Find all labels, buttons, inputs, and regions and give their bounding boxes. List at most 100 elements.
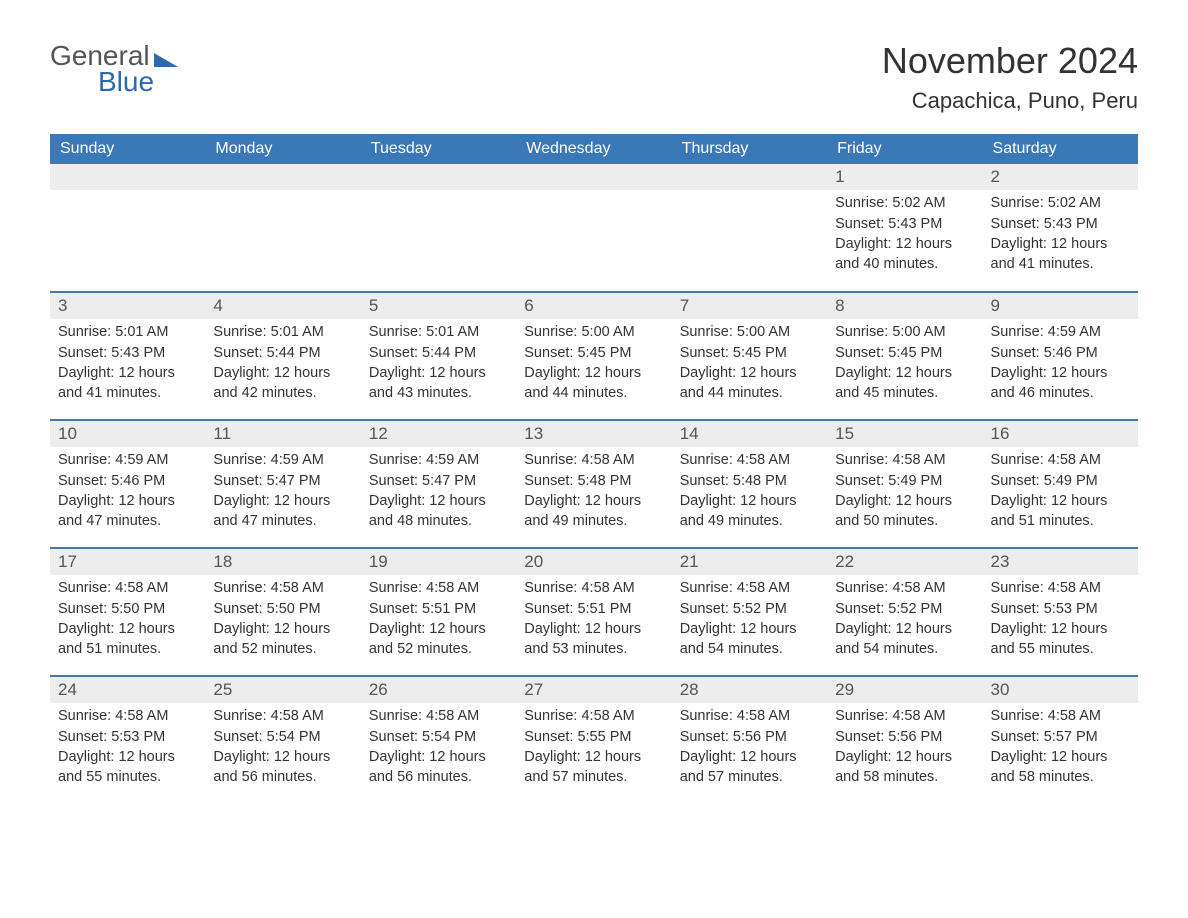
header: General Blue November 2024 Capachica, Pu… [50, 40, 1138, 114]
daylight-line: Daylight: 12 hours and 48 minutes. [369, 492, 508, 531]
calendar-cell: 22Sunrise: 4:58 AMSunset: 5:52 PMDayligh… [827, 548, 982, 676]
calendar-cell: 20Sunrise: 4:58 AMSunset: 5:51 PMDayligh… [516, 548, 671, 676]
sunrise-line: Sunrise: 4:58 AM [524, 707, 663, 727]
sunrise-line: Sunrise: 4:58 AM [369, 579, 508, 599]
calendar-cell: 4Sunrise: 5:01 AMSunset: 5:44 PMDaylight… [205, 292, 360, 420]
daylight-line: Daylight: 12 hours and 43 minutes. [369, 364, 508, 403]
day-number: 3 [50, 293, 205, 319]
sunrise-line: Sunrise: 4:59 AM [369, 451, 508, 471]
day-body: Sunrise: 4:59 AMSunset: 5:47 PMDaylight:… [361, 447, 516, 540]
sunset-line: Sunset: 5:52 PM [680, 600, 819, 620]
calendar-cell: 15Sunrise: 4:58 AMSunset: 5:49 PMDayligh… [827, 420, 982, 548]
calendar-cell: 1Sunrise: 5:02 AMSunset: 5:43 PMDaylight… [827, 164, 982, 292]
day-body: Sunrise: 4:58 AMSunset: 5:56 PMDaylight:… [827, 703, 982, 796]
sunset-line: Sunset: 5:44 PM [369, 344, 508, 364]
day-body: Sunrise: 5:00 AMSunset: 5:45 PMDaylight:… [827, 319, 982, 412]
empty-daynum-strip [205, 164, 360, 190]
logo: General Blue [50, 40, 178, 98]
calendar-cell: 14Sunrise: 4:58 AMSunset: 5:48 PMDayligh… [672, 420, 827, 548]
daylight-line: Daylight: 12 hours and 52 minutes. [213, 620, 352, 659]
day-body: Sunrise: 4:58 AMSunset: 5:49 PMDaylight:… [827, 447, 982, 540]
calendar-week-row: 10Sunrise: 4:59 AMSunset: 5:46 PMDayligh… [50, 420, 1138, 548]
calendar-cell: 26Sunrise: 4:58 AMSunset: 5:54 PMDayligh… [361, 676, 516, 804]
sunset-line: Sunset: 5:55 PM [524, 728, 663, 748]
day-body: Sunrise: 4:58 AMSunset: 5:57 PMDaylight:… [983, 703, 1138, 796]
day-body: Sunrise: 4:58 AMSunset: 5:52 PMDaylight:… [827, 575, 982, 668]
calendar-cell: 11Sunrise: 4:59 AMSunset: 5:47 PMDayligh… [205, 420, 360, 548]
calendar-cell: 27Sunrise: 4:58 AMSunset: 5:55 PMDayligh… [516, 676, 671, 804]
day-body: Sunrise: 4:58 AMSunset: 5:49 PMDaylight:… [983, 447, 1138, 540]
day-body: Sunrise: 4:58 AMSunset: 5:50 PMDaylight:… [50, 575, 205, 668]
weekday-header: Friday [827, 134, 982, 164]
weekday-header: Thursday [672, 134, 827, 164]
daylight-line: Daylight: 12 hours and 57 minutes. [524, 748, 663, 787]
sunrise-line: Sunrise: 4:58 AM [369, 707, 508, 727]
sunset-line: Sunset: 5:56 PM [680, 728, 819, 748]
daylight-line: Daylight: 12 hours and 42 minutes. [213, 364, 352, 403]
calendar-cell: 23Sunrise: 4:58 AMSunset: 5:53 PMDayligh… [983, 548, 1138, 676]
sunrise-line: Sunrise: 5:02 AM [991, 194, 1130, 214]
daylight-line: Daylight: 12 hours and 51 minutes. [58, 620, 197, 659]
calendar-cell: 17Sunrise: 4:58 AMSunset: 5:50 PMDayligh… [50, 548, 205, 676]
sunset-line: Sunset: 5:46 PM [991, 344, 1130, 364]
calendar-week-row: 1Sunrise: 5:02 AMSunset: 5:43 PMDaylight… [50, 164, 1138, 292]
sunset-line: Sunset: 5:47 PM [213, 472, 352, 492]
sunset-line: Sunset: 5:44 PM [213, 344, 352, 364]
day-body: Sunrise: 4:59 AMSunset: 5:46 PMDaylight:… [50, 447, 205, 540]
weekday-header: Sunday [50, 134, 205, 164]
sunset-line: Sunset: 5:54 PM [213, 728, 352, 748]
sunset-line: Sunset: 5:43 PM [58, 344, 197, 364]
day-body: Sunrise: 5:02 AMSunset: 5:43 PMDaylight:… [827, 190, 982, 283]
day-number: 1 [827, 164, 982, 190]
logo-text-blue: Blue [98, 66, 154, 98]
weekday-header: Tuesday [361, 134, 516, 164]
daylight-line: Daylight: 12 hours and 40 minutes. [835, 235, 974, 274]
sunrise-line: Sunrise: 4:58 AM [835, 707, 974, 727]
sunrise-line: Sunrise: 4:59 AM [213, 451, 352, 471]
day-body: Sunrise: 5:02 AMSunset: 5:43 PMDaylight:… [983, 190, 1138, 283]
location-text: Capachica, Puno, Peru [882, 88, 1138, 114]
sunrise-line: Sunrise: 4:58 AM [524, 579, 663, 599]
day-number: 22 [827, 549, 982, 575]
day-number: 30 [983, 677, 1138, 703]
calendar-body: 1Sunrise: 5:02 AMSunset: 5:43 PMDaylight… [50, 164, 1138, 804]
sunset-line: Sunset: 5:53 PM [58, 728, 197, 748]
sunset-line: Sunset: 5:45 PM [524, 344, 663, 364]
sunrise-line: Sunrise: 4:58 AM [680, 707, 819, 727]
sunset-line: Sunset: 5:48 PM [524, 472, 663, 492]
day-body: Sunrise: 5:00 AMSunset: 5:45 PMDaylight:… [516, 319, 671, 412]
sunrise-line: Sunrise: 4:58 AM [524, 451, 663, 471]
day-number: 8 [827, 293, 982, 319]
daylight-line: Daylight: 12 hours and 44 minutes. [524, 364, 663, 403]
calendar-cell: 2Sunrise: 5:02 AMSunset: 5:43 PMDaylight… [983, 164, 1138, 292]
day-body: Sunrise: 4:58 AMSunset: 5:53 PMDaylight:… [50, 703, 205, 796]
daylight-line: Daylight: 12 hours and 49 minutes. [524, 492, 663, 531]
day-body: Sunrise: 4:58 AMSunset: 5:54 PMDaylight:… [205, 703, 360, 796]
sunset-line: Sunset: 5:50 PM [213, 600, 352, 620]
daylight-line: Daylight: 12 hours and 46 minutes. [991, 364, 1130, 403]
sunrise-line: Sunrise: 4:58 AM [58, 579, 197, 599]
daylight-line: Daylight: 12 hours and 54 minutes. [680, 620, 819, 659]
sunrise-line: Sunrise: 4:58 AM [991, 707, 1130, 727]
calendar-cell: 5Sunrise: 5:01 AMSunset: 5:44 PMDaylight… [361, 292, 516, 420]
daylight-line: Daylight: 12 hours and 41 minutes. [58, 364, 197, 403]
day-number: 27 [516, 677, 671, 703]
calendar-cell: 19Sunrise: 4:58 AMSunset: 5:51 PMDayligh… [361, 548, 516, 676]
day-body: Sunrise: 4:58 AMSunset: 5:55 PMDaylight:… [516, 703, 671, 796]
calendar-cell: 13Sunrise: 4:58 AMSunset: 5:48 PMDayligh… [516, 420, 671, 548]
calendar-cell: 8Sunrise: 5:00 AMSunset: 5:45 PMDaylight… [827, 292, 982, 420]
sunrise-line: Sunrise: 5:00 AM [524, 323, 663, 343]
calendar-cell [50, 164, 205, 292]
daylight-line: Daylight: 12 hours and 44 minutes. [680, 364, 819, 403]
day-number: 18 [205, 549, 360, 575]
day-number: 28 [672, 677, 827, 703]
calendar-cell: 18Sunrise: 4:58 AMSunset: 5:50 PMDayligh… [205, 548, 360, 676]
weekday-header: Saturday [983, 134, 1138, 164]
page-title: November 2024 [882, 40, 1138, 82]
empty-daynum-strip [50, 164, 205, 190]
sunrise-line: Sunrise: 5:02 AM [835, 194, 974, 214]
sunrise-line: Sunrise: 4:59 AM [58, 451, 197, 471]
daylight-line: Daylight: 12 hours and 41 minutes. [991, 235, 1130, 274]
weekday-header-row: Sunday Monday Tuesday Wednesday Thursday… [50, 134, 1138, 164]
calendar-cell: 24Sunrise: 4:58 AMSunset: 5:53 PMDayligh… [50, 676, 205, 804]
